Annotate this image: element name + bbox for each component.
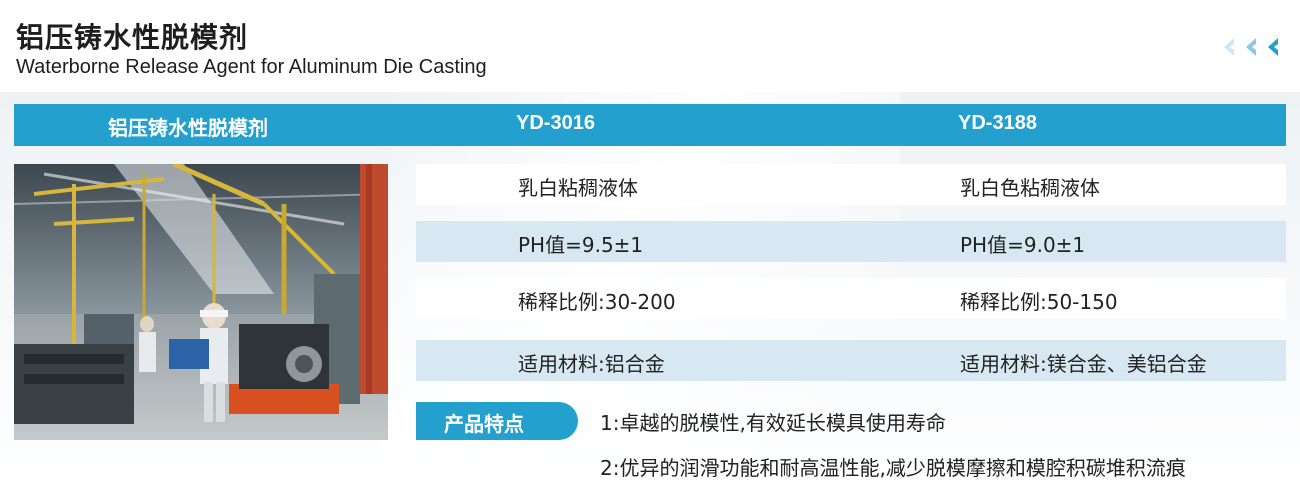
page-title: 铝压铸水性脱模剂: [16, 21, 249, 54]
feature-item: 2:优异的润滑功能和耐高温性能,减少脱模摩擦和模腔积碳堆积流痕: [600, 456, 1186, 480]
table-row: PH值=9.5±1 PH值=9.0±1: [416, 221, 1286, 262]
header-yd-3188: YD-3188: [958, 112, 1037, 134]
chevron-left-icon[interactable]: [1220, 36, 1236, 58]
table-header: 铝压铸水性脱模剂 YD-3016 YD-3188: [14, 104, 1286, 146]
cell-yd-3016: 乳白粘稠液体: [518, 176, 638, 200]
table-row: 稀释比例:30-200 稀释比例:50-150: [416, 278, 1286, 319]
header-yd-3016: YD-3016: [516, 112, 595, 134]
cell-yd-3188: 乳白色粘稠液体: [960, 176, 1100, 200]
cell-yd-3016: PH值=9.5±1: [518, 233, 644, 257]
features-badge: 产品特点: [416, 402, 578, 440]
chevron-left-icon[interactable]: [1242, 36, 1258, 58]
table-row: 适用材料:铝合金 适用材料:镁合金、美铝合金: [416, 340, 1286, 381]
cell-yd-3188: 适用材料:镁合金、美铝合金: [960, 352, 1207, 376]
cell-yd-3188: 稀释比例:50-150: [960, 290, 1118, 314]
cell-yd-3016: 稀释比例:30-200: [518, 290, 676, 314]
table-row: 乳白粘稠液体 乳白色粘稠液体: [416, 164, 1286, 205]
chevron-left-icon[interactable]: [1264, 36, 1280, 58]
header-product: 铝压铸水性脱模剂: [108, 116, 268, 140]
cell-yd-3016: 适用材料:铝合金: [518, 352, 665, 376]
nav-arrows: [1220, 36, 1280, 58]
factory-photo: [14, 164, 388, 440]
feature-item: 1:卓越的脱模性,有效延长模具使用寿命: [600, 411, 946, 435]
cell-yd-3188: PH值=9.0±1: [960, 233, 1086, 257]
features-label: 产品特点: [444, 412, 524, 436]
page-subtitle: Waterborne Release Agent for Aluminum Di…: [16, 56, 487, 78]
